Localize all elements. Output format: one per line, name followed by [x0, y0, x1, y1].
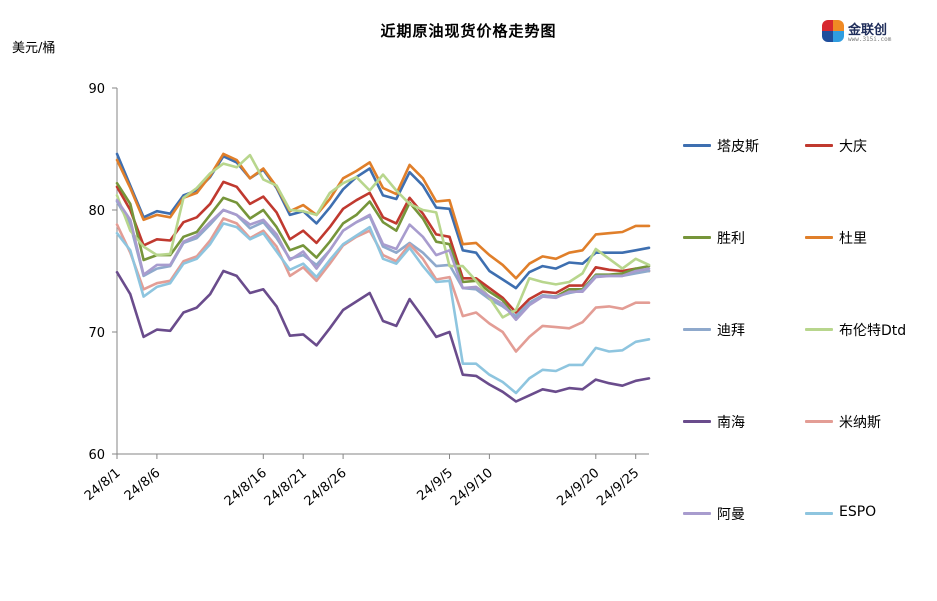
- legend-swatch: [805, 328, 833, 331]
- legend-label: ESPO: [839, 504, 877, 520]
- legend-label: 阿曼: [717, 507, 745, 523]
- series-line-7: [115, 269, 651, 403]
- y-tick-label: 60: [88, 448, 105, 463]
- legend-label: 胜利: [717, 231, 745, 247]
- legend-swatch: [683, 144, 711, 147]
- brand-logo-name: 金联创: [848, 23, 888, 38]
- x-tick-label: 24/8/1: [82, 466, 124, 504]
- legend-swatch: [683, 328, 711, 331]
- legend-swatch: [683, 512, 711, 515]
- x-tick-label: 24/8/21: [262, 466, 310, 510]
- y-tick-label: 90: [88, 82, 105, 97]
- legend-swatch: [805, 420, 833, 423]
- legend-label: 迪拜: [717, 323, 745, 339]
- y-axis-unit-label: 美元/桶: [12, 41, 56, 56]
- x-tick-label: 24/9/10: [448, 466, 496, 510]
- legend-label: 杜里: [839, 231, 867, 247]
- series-line-10: [115, 222, 651, 395]
- series-line-8: [115, 217, 651, 353]
- x-tick-label: 24/8/26: [302, 466, 350, 510]
- x-tick-label: 24/9/20: [554, 466, 602, 510]
- legend-label: 大庆: [839, 139, 867, 155]
- legend-label: 南海: [717, 415, 745, 431]
- legend-swatch: [683, 420, 711, 423]
- legend-label: 布伦特Dtd: [839, 323, 907, 339]
- legend-swatch: [683, 236, 711, 239]
- x-tick-label: 24/8/16: [222, 466, 270, 510]
- chart-title: 近期原油现货价格走势图: [380, 22, 557, 40]
- y-tick-label: 80: [88, 204, 105, 219]
- series-line-3: [115, 181, 651, 320]
- x-tick-label: 24/9/25: [594, 466, 642, 510]
- series-line-4: [115, 152, 651, 280]
- legend-swatch: [805, 512, 833, 515]
- series-line-9: [115, 198, 651, 322]
- y-tick-label: 70: [88, 326, 105, 341]
- legend-label: 塔皮斯: [717, 139, 759, 155]
- brand-logo-mark: [822, 20, 844, 42]
- brand-logo-url: www.315i.com: [848, 36, 892, 43]
- brand-logo: 金联创 www.315i.com: [822, 17, 902, 47]
- series-line-2: [115, 180, 651, 314]
- series-line-6: [115, 153, 651, 319]
- x-tick-label: 24/8/6: [122, 466, 164, 504]
- legend-label: 米纳斯: [839, 415, 881, 431]
- legend-swatch: [805, 236, 833, 239]
- legend-swatch: [805, 144, 833, 147]
